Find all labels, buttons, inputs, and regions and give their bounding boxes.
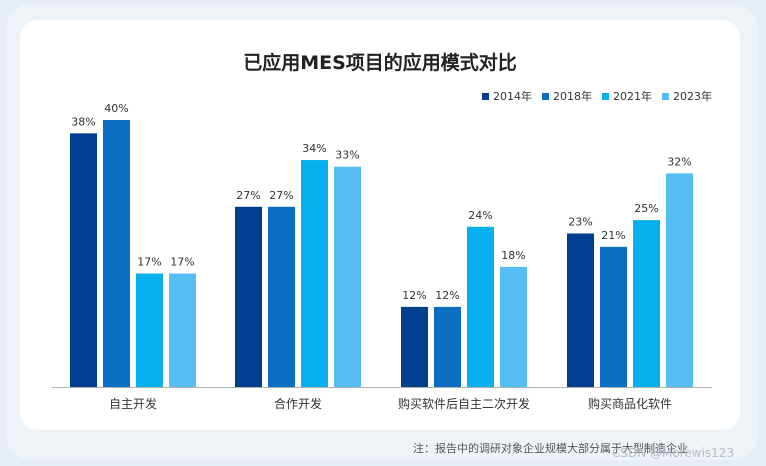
legend-swatch-2023 (662, 92, 669, 100)
bar-2014年-4 (567, 233, 594, 387)
data-label: 33% (335, 149, 359, 162)
bar-2021年-2 (301, 160, 328, 387)
data-label: 17% (170, 256, 194, 269)
x-tick-label: 合作开发 (274, 396, 322, 411)
bar-2018年-4 (600, 246, 627, 387)
data-label: 12% (435, 289, 459, 302)
legend-item-2014: 2014年 (482, 88, 532, 104)
chart-title: 已应用MES项目的应用模式对比 (243, 52, 517, 74)
legend-label-2021: 2021年 (613, 90, 652, 103)
legend-swatch-2014 (482, 92, 489, 100)
bar-2023年-2 (334, 166, 361, 387)
legend-item-2023: 2023年 (662, 88, 712, 104)
x-tick-label: 购买软件后自主二次开发 (398, 396, 530, 411)
legend-swatch-2018 (542, 92, 549, 100)
bar-2023年-4 (666, 173, 693, 387)
legend-label-2014: 2014年 (493, 90, 532, 103)
bar-2018年-3 (434, 306, 461, 387)
watermark: CSDN @Morewis123 (612, 446, 735, 460)
bar-2018年-1 (103, 120, 130, 387)
data-label: 18% (501, 249, 525, 262)
bar-2021年-1 (136, 273, 163, 387)
data-label: 24% (468, 209, 492, 222)
bar-2021年-3 (467, 226, 494, 387)
data-label: 12% (402, 289, 426, 302)
footnote: 注：报告中的调研对象企业规模大部分属于大型制造企业 (413, 442, 688, 455)
bar-2018年-2 (268, 206, 295, 387)
data-label: 34% (302, 142, 326, 155)
legend-label-2018: 2018年 (553, 90, 592, 103)
data-label: 27% (269, 189, 293, 202)
chart-legend: 2014年 2018年 2021年 2023年 (482, 88, 712, 104)
x-tick-label: 购买商品化软件 (588, 396, 672, 411)
bar-2023年-1 (169, 273, 196, 387)
legend-swatch-2021 (602, 92, 609, 100)
bar-2014年-2 (235, 206, 262, 387)
legend-item-2018: 2018年 (542, 88, 592, 104)
legend-label-2023: 2023年 (673, 90, 712, 103)
data-label: 21% (601, 229, 625, 242)
x-tick-label: 自主开发 (109, 396, 157, 411)
bar-2014年-3 (401, 306, 428, 387)
data-label: 40% (104, 102, 128, 115)
data-label: 17% (137, 256, 161, 269)
data-label: 23% (568, 215, 592, 228)
data-label: 38% (71, 115, 95, 128)
bar-2023年-3 (500, 266, 527, 387)
data-label: 27% (236, 189, 260, 202)
data-label: 25% (634, 202, 658, 215)
data-label: 32% (667, 155, 691, 168)
bar-2021年-4 (633, 220, 660, 387)
legend-item-2021: 2021年 (602, 88, 652, 104)
bar-2014年-1 (70, 133, 97, 387)
